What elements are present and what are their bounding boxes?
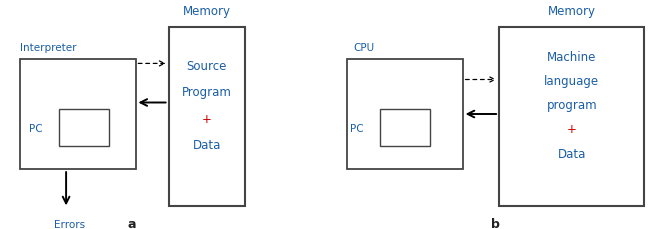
- Text: Machine: Machine: [547, 51, 596, 64]
- Text: program: program: [547, 99, 597, 112]
- Text: Memory: Memory: [548, 5, 596, 18]
- Bar: [499, 27, 644, 206]
- Text: +: +: [202, 112, 212, 125]
- Text: Interpreter: Interpreter: [20, 43, 76, 53]
- Text: Memory: Memory: [182, 5, 231, 18]
- Bar: [347, 60, 463, 169]
- Text: Errors: Errors: [54, 219, 85, 229]
- Text: Data: Data: [192, 138, 221, 151]
- Text: CPU: CPU: [354, 43, 375, 53]
- Text: a: a: [128, 217, 136, 229]
- Text: Source: Source: [186, 59, 227, 72]
- Bar: [20, 60, 136, 169]
- Text: Data: Data: [558, 147, 586, 160]
- Bar: [380, 110, 430, 147]
- Text: +: +: [567, 123, 576, 136]
- Text: b: b: [491, 217, 500, 229]
- Text: Program: Program: [182, 86, 231, 99]
- Text: language: language: [544, 75, 600, 88]
- Text: PC: PC: [29, 123, 43, 133]
- Bar: [59, 110, 109, 147]
- Bar: [169, 27, 245, 206]
- Text: PC: PC: [350, 123, 364, 133]
